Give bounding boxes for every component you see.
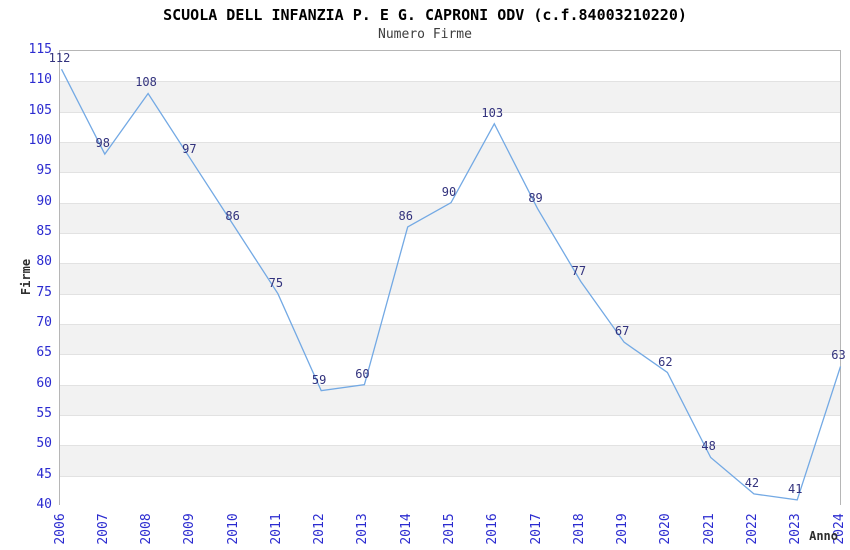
gridline <box>60 172 840 174</box>
x-tick-label: 2020 <box>658 513 674 545</box>
background-band <box>60 324 840 355</box>
x-tick-label: 2022 <box>744 513 760 545</box>
data-point-label: 41 <box>787 481 803 496</box>
background-band <box>60 293 840 324</box>
y-tick-label: 90 <box>36 193 52 209</box>
gridline <box>60 81 840 83</box>
data-point-label: 60 <box>355 366 370 381</box>
background-band <box>60 172 840 203</box>
background-band <box>60 81 840 112</box>
background-band <box>60 354 840 385</box>
x-tick-label: 2015 <box>442 513 457 545</box>
data-point-label: 67 <box>614 324 630 339</box>
plot-area: 112 98 108 97 86 75 59 60 86 90 103 89 77 67 62 48 42 41 6… <box>49 50 846 506</box>
gridline <box>60 475 840 477</box>
data-point-label: 97 <box>182 142 197 157</box>
y-tick-label: 40 <box>36 497 52 512</box>
x-tick-label: 2013 <box>355 513 371 545</box>
data-point-label: 112 <box>48 51 71 66</box>
y-tick-label: 100 <box>28 133 52 148</box>
y-tick-label: 115 <box>28 42 52 57</box>
data-point-label: 86 <box>225 208 240 223</box>
background-band <box>60 384 840 415</box>
x-tick-label: 2011 <box>268 513 284 545</box>
gridline <box>60 263 840 265</box>
data-point-label: 103 <box>481 105 504 120</box>
gridline <box>60 233 840 234</box>
x-tick-label: 2012 <box>312 513 328 545</box>
background-band <box>60 111 840 142</box>
data-point-label: 89 <box>528 190 543 205</box>
chart-title: SCUOLA DELL INFANZIA P. E G. CAPRONI ODV… <box>163 6 687 24</box>
gridline <box>60 445 840 447</box>
background-band <box>60 202 840 233</box>
data-point-label: 42 <box>744 475 760 490</box>
gridline <box>60 384 840 386</box>
data-point-label: 48 <box>701 439 716 454</box>
data-point-label: 86 <box>398 208 413 223</box>
x-tick-label: 2017 <box>528 513 544 545</box>
gridline <box>60 324 840 325</box>
x-tick-label: 2014 <box>398 513 414 545</box>
data-point-label: 98 <box>95 136 110 151</box>
chart-subtitle: Numero Firme <box>378 27 472 42</box>
x-tick-label: 2009 <box>182 513 198 545</box>
x-tick-label: 2007 <box>95 513 111 545</box>
x-tick-label: 2006 <box>52 513 68 545</box>
background-band <box>60 415 840 446</box>
y-tick-label: 80 <box>36 254 52 270</box>
data-point-label: 108 <box>135 75 157 90</box>
x-tick-label: 2023 <box>788 513 804 545</box>
y-tick-label: 70 <box>36 315 52 330</box>
data-point-label: 75 <box>268 275 284 290</box>
y-tick-label: 65 <box>36 345 52 361</box>
x-tick-label: 2010 <box>225 513 241 545</box>
background-band <box>60 233 840 264</box>
data-point-label: 59 <box>311 372 327 387</box>
y-tick-label: 95 <box>36 163 52 179</box>
y-tick-label: 55 <box>36 406 52 421</box>
gridline <box>60 142 840 143</box>
data-point-label: 63 <box>831 348 846 363</box>
y-tick-label: 75 <box>36 284 52 300</box>
gridline <box>60 293 840 295</box>
data-point-label: 62 <box>658 354 673 369</box>
data-point-label: 77 <box>571 263 587 278</box>
y-tick-label: 110 <box>28 72 52 88</box>
y-tick-label: 85 <box>36 224 52 239</box>
background-band <box>60 51 840 82</box>
x-tick-label: 2016 <box>485 513 501 545</box>
background-band <box>60 445 840 476</box>
y-tick-label: 50 <box>36 436 52 452</box>
x-tick-label: 2008 <box>139 513 155 545</box>
data-point-label: 90 <box>441 184 457 199</box>
line-series <box>60 68 842 501</box>
background-band <box>60 475 840 506</box>
y-tick-label: 60 <box>36 375 52 391</box>
x-tick-label: 2018 <box>571 513 587 545</box>
background-band <box>60 263 840 294</box>
x-axis-title: Anno <box>809 529 838 543</box>
gridline <box>60 415 840 416</box>
y-tick-label: 45 <box>36 466 52 482</box>
line-series-svg <box>60 68 842 501</box>
gridline <box>60 354 840 356</box>
x-tick-label: 2021 <box>701 513 717 545</box>
x-tick-label: 2019 <box>615 513 631 545</box>
gridline <box>60 111 840 113</box>
y-tick-label: 105 <box>28 102 52 118</box>
